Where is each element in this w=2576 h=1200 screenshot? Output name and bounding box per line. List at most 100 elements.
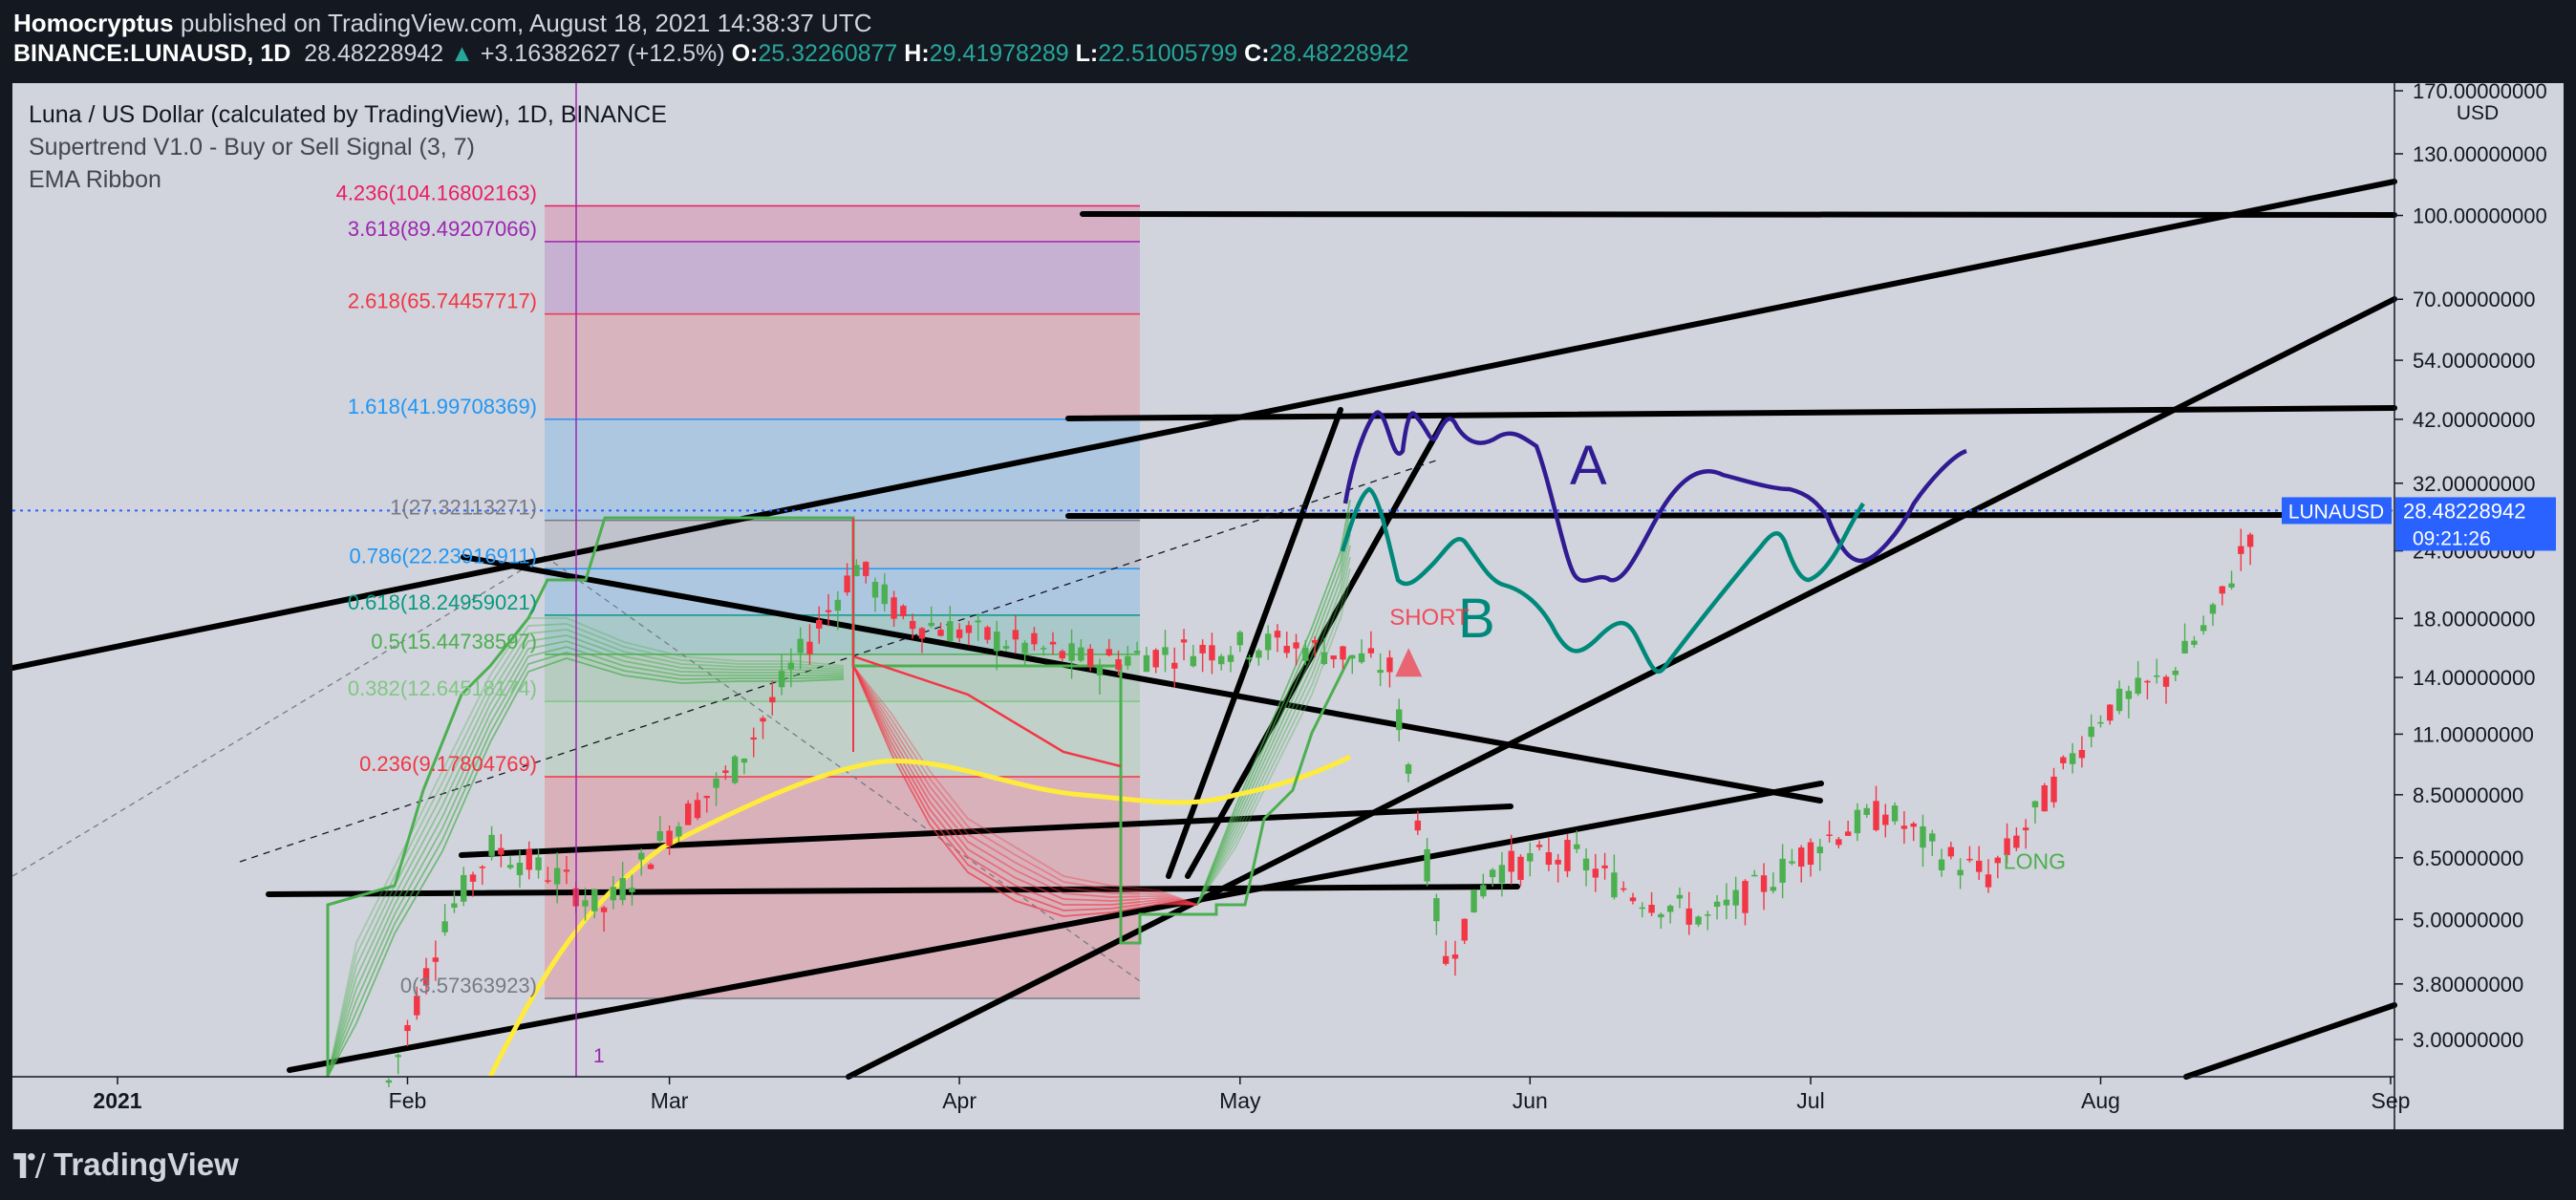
candle-body (881, 584, 888, 605)
candle-body (2246, 534, 2254, 547)
candle-body (451, 903, 458, 909)
candle-body (787, 662, 795, 670)
trend-line[interactable] (2183, 1002, 2397, 1080)
candle-body (1320, 652, 1328, 665)
legend-indicator-ema-ribbon[interactable]: EMA Ribbon (29, 166, 161, 193)
ema-ribbon-line (327, 634, 845, 1078)
candle-body (1059, 651, 1065, 659)
ema-ribbon-line (852, 665, 1198, 917)
trend-line[interactable] (1065, 512, 2289, 519)
candle-body (1985, 874, 1992, 888)
trend-line[interactable] (1166, 407, 1343, 879)
candle-body (1816, 846, 1823, 854)
ema-ribbon-line (852, 665, 1198, 906)
x-axis-background (12, 1077, 2564, 1129)
candle-body (1096, 665, 1104, 675)
trend-line[interactable] (12, 179, 2397, 671)
last-price-symbol-text: LUNAUSD (2288, 501, 2384, 523)
candle-body (1611, 872, 1618, 898)
legend-indicator-supertrend[interactable]: Supertrend V1.0 - Buy or Sell Signal (3,… (29, 134, 475, 161)
candle-body (1152, 650, 1159, 668)
candle-body (1601, 865, 1608, 868)
candles (385, 518, 2254, 1088)
fib-level-label: 3.618(89.49207066) (348, 217, 537, 241)
chart-frame[interactable]: 4.236(104.16802163) 3.618(89.49207066) 2.6… (12, 83, 2564, 1129)
x-tick-label: Apr (942, 1088, 977, 1113)
open-label: O: (731, 40, 759, 67)
projection-a-label: A (1570, 435, 1607, 497)
open-value: 25.32260877 (758, 40, 898, 67)
last-price-symbol-tag (2282, 497, 2392, 525)
price-chart[interactable]: 4.236(104.16802163) 3.618(89.49207066) 2.6… (12, 83, 2564, 1129)
candle-body (1620, 888, 1627, 890)
author-name[interactable]: Homocryptus (13, 9, 174, 37)
candle-body (1283, 645, 1290, 654)
high-label: H: (904, 40, 930, 67)
candle-body (1451, 954, 1459, 959)
candle-body (1770, 887, 1777, 891)
candle-body (1274, 631, 1281, 638)
trend-line[interactable] (287, 781, 1824, 1073)
y-tick-label: 32.00000000 (2413, 472, 2535, 496)
candle-body (1527, 853, 1534, 862)
candle-body (619, 877, 626, 901)
candle-body (2200, 625, 2207, 632)
candle-body (1994, 857, 2001, 864)
candle-body (1873, 801, 1879, 830)
chart-legend[interactable]: Luna / US Dollar (calculated by TradingV… (29, 98, 667, 196)
ema-ribbon-line (1196, 579, 1351, 906)
long-signal-label: LONG (2004, 849, 2066, 874)
candle-body (825, 610, 832, 612)
candle-body (713, 778, 719, 788)
candle-body (1330, 655, 1337, 660)
ema-ribbon-line (1196, 556, 1351, 906)
candle-body (2162, 676, 2170, 687)
candle-body (1938, 859, 1945, 871)
candle-body (2135, 677, 2141, 695)
candle-body (432, 957, 440, 962)
candle-body (1264, 633, 1272, 651)
candle-body (863, 562, 869, 576)
supertrend-line (852, 654, 1122, 768)
candle-body (1629, 897, 1637, 902)
candle-body (2115, 688, 2123, 712)
candle-body (1648, 905, 1655, 913)
candle-body (461, 874, 467, 902)
low-value: 22.51005799 (1098, 40, 1238, 67)
publish-info: published on TradingView.com, August 18,… (180, 9, 872, 37)
fib-band (545, 205, 1140, 242)
candle-body (1947, 846, 1955, 857)
candle-body (2144, 680, 2151, 683)
candle-body (1377, 670, 1384, 674)
candle-body (2172, 670, 2179, 675)
candle-body (1882, 814, 1889, 825)
candle-body (2154, 675, 2160, 677)
candle-body (844, 575, 850, 593)
candle-body (2041, 785, 2048, 812)
candle-body (694, 800, 701, 819)
candle-body (1789, 861, 1795, 864)
y-tick-label: 3.80000000 (2413, 973, 2523, 996)
x-axis[interactable]: 2021FebMarAprMayJunJulAugSepOctNovDec202… (93, 1077, 2564, 1113)
candle-body (891, 597, 897, 619)
change-arrow: ▲ (450, 40, 474, 67)
candle-body (769, 696, 776, 703)
candle-body (1695, 916, 1702, 925)
fib-level-label: 2.618(65.74457717) (348, 289, 537, 313)
trend-line[interactable] (461, 554, 1823, 804)
candle-body (1293, 642, 1299, 649)
y-tick-label: 5.00000000 (2413, 908, 2523, 932)
trend-line[interactable] (1185, 415, 1449, 879)
candle-body (1041, 648, 1047, 650)
drawings[interactable] (12, 179, 2397, 1080)
trend-line[interactable] (846, 296, 2397, 1080)
candle-body (1555, 859, 1561, 865)
trend-line[interactable] (1080, 211, 2397, 218)
trend-line[interactable] (459, 804, 1513, 858)
fib-band (545, 418, 1140, 521)
trend-line[interactable] (266, 884, 1520, 897)
candle-body (722, 770, 729, 773)
candle-body (975, 620, 981, 623)
tradingview-logo[interactable]: TradingView (13, 1146, 239, 1183)
candle-body (488, 834, 495, 856)
